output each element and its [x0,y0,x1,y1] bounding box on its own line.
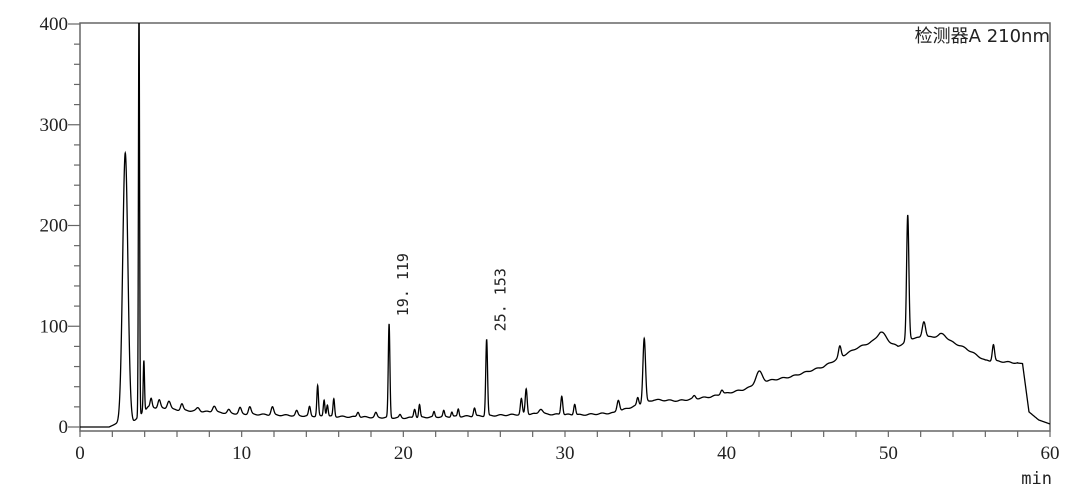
x-tick-label: 40 [717,443,736,464]
peak-label: 19. 119 [394,253,412,316]
chromatogram-trace [80,23,1050,428]
y-tick-label: 0 [59,417,69,438]
peak-label: 25. 153 [492,268,510,331]
y-tick-label: 300 [40,115,69,136]
x-tick-label: 10 [232,443,251,464]
y-tick-label: 400 [40,14,69,35]
axes [68,22,1051,437]
x-tick-label: 60 [1041,443,1060,464]
x-tick-label: 30 [556,443,575,464]
x-tick-label: 20 [394,443,413,464]
x-tick-label: 50 [879,443,898,464]
x-tick-label: 0 [75,443,85,464]
y-tick-label: 200 [40,216,69,237]
y-tick-label: 100 [40,316,69,337]
plot-frame [79,22,1051,432]
chart-title: 检测器A 210nm [915,26,1050,47]
x-axis-label: min [1021,469,1052,489]
